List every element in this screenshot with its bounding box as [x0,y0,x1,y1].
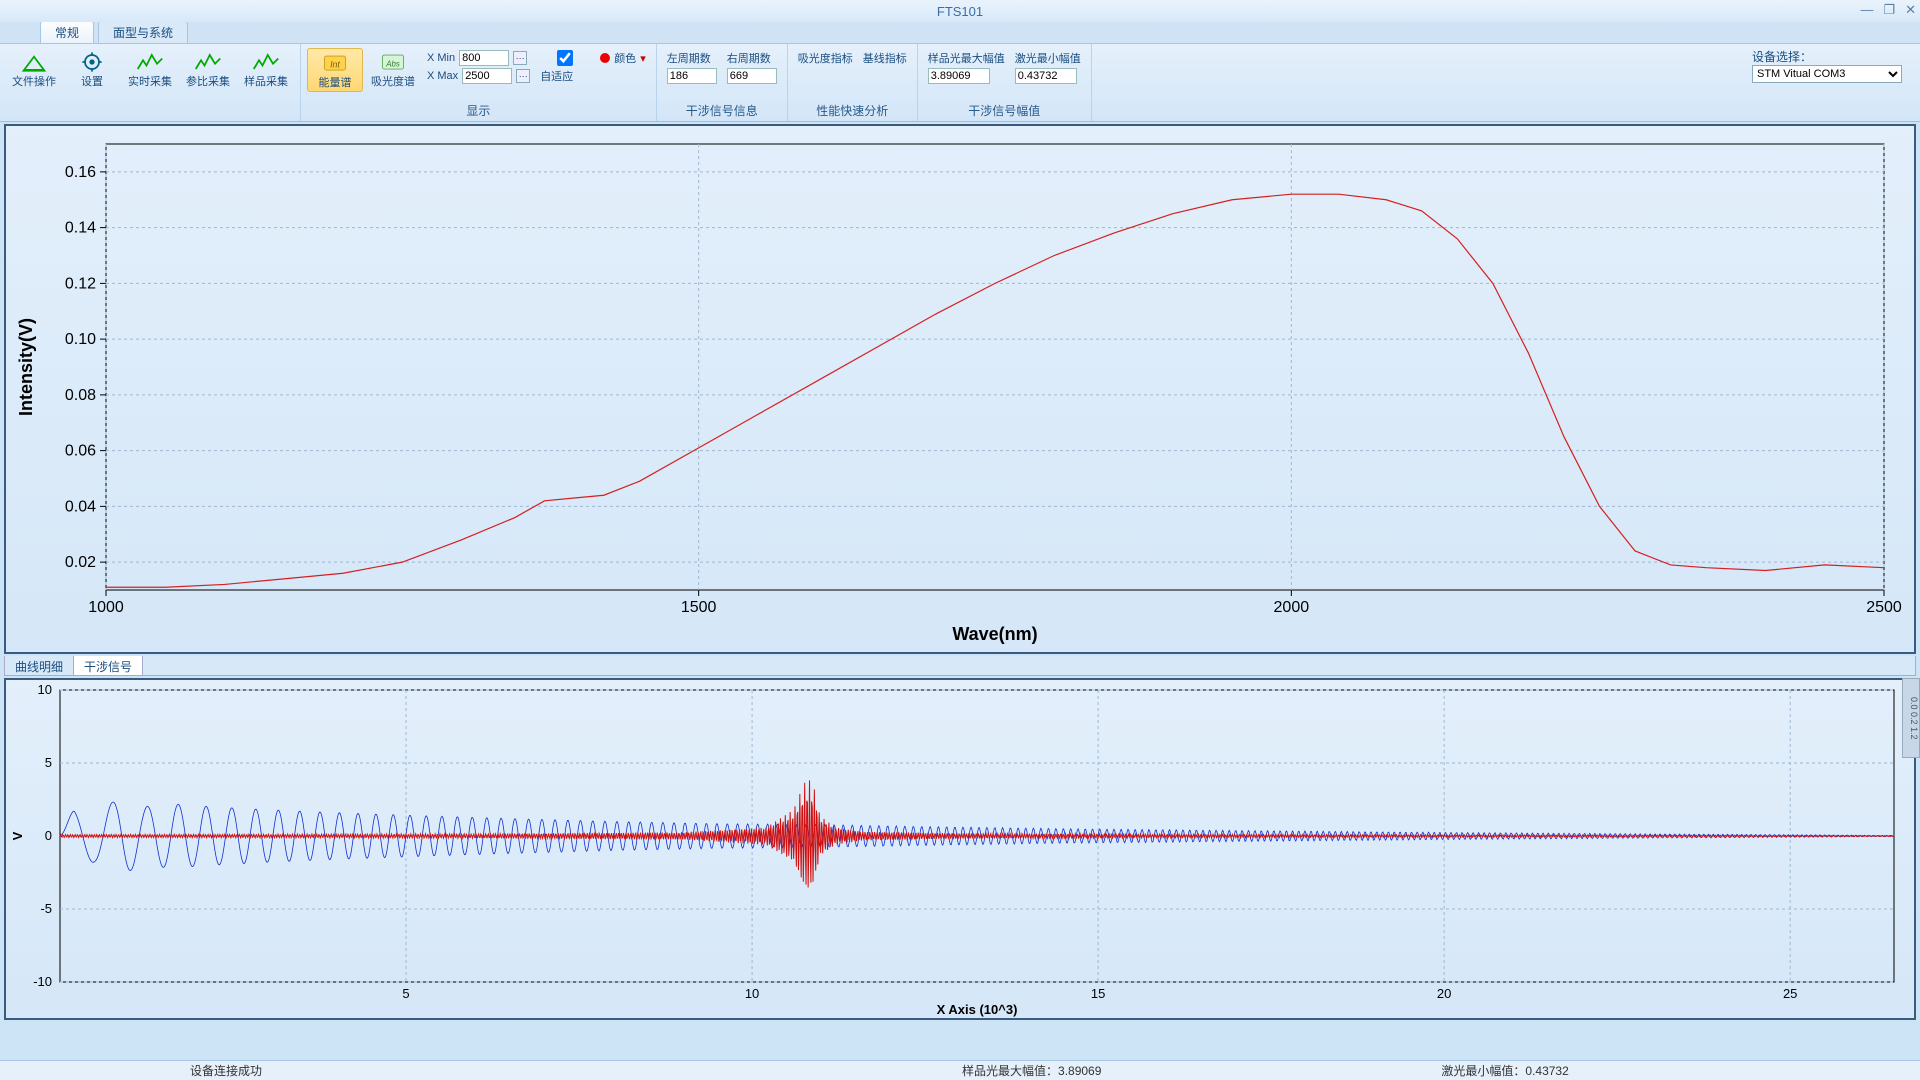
xmax-dropdown-icon[interactable]: ⋯ [516,69,530,83]
tab-normal[interactable]: 常规 [40,20,94,43]
left-period-input[interactable] [667,68,717,84]
svg-text:0.16: 0.16 [65,164,96,181]
svg-text:Wave(nm): Wave(nm) [952,624,1037,644]
adaptive-checkbox[interactable] [540,50,590,66]
settings-label: 设置 [81,76,103,88]
device-select-group: 设备选择： STM Vitual COM3 [1734,44,1920,121]
status-laser-amp: 激光最小幅值：0.43732 [1441,1062,1568,1079]
amplitude-group-label: 干涉信号幅值 [924,102,1085,121]
color-dropdown-icon[interactable]: ▾ [640,52,646,65]
svg-text:Abs: Abs [385,59,400,68]
adaptive-label: 自适应 [540,68,573,84]
svg-text:10: 10 [745,986,759,1001]
bottom-subtabs: 曲线明细 干涉信号 [4,656,1916,676]
device-select-label: 设备选择： [1752,48,1902,65]
sample-capture-button[interactable]: 样品采集 [238,48,294,90]
performance-group-label: 性能快速分析 [794,102,911,121]
color-picker-button[interactable]: 颜色 [614,50,636,66]
status-connection: 设备连接成功 [190,1062,262,1079]
sample-label: 样品采集 [244,76,288,88]
reference-label: 参比采集 [186,76,230,88]
svg-text:1500: 1500 [681,599,717,616]
status-bar: 设备连接成功 样品光最大幅值：3.89069 激光最小幅值：0.43732 [0,1060,1920,1080]
absorbance-index-button[interactable]: 吸光度指标 [798,50,853,66]
svg-text:Intensity(V): Intensity(V) [16,318,36,416]
svg-text:-10: -10 [33,974,52,989]
absorbance-spectrum-button[interactable]: Abs 吸光度谱 [365,48,421,90]
sample-amp-input[interactable] [928,68,990,84]
intensity-chart[interactable]: 1000 1500 2000 2500 0.02 0.04 0.06 0.08 0.10 0.12… [4,124,1916,654]
ribbon-toolbar: 文件操作 设置 实时采集 参比采集 样品采集 Int [0,44,1920,122]
xmax-label: X Max [427,70,458,82]
svg-text:0.06: 0.06 [65,443,96,460]
xmax-input[interactable] [462,68,512,84]
reference-capture-button[interactable]: 参比采集 [180,48,236,90]
main-tabs: 常规 面型与系统 [0,22,1920,44]
side-ruler-icon[interactable]: 0.0 0.2 1.2 [1902,678,1920,758]
xmin-dropdown-icon[interactable]: ⋯ [513,51,527,65]
svg-text:0.08: 0.08 [65,387,96,404]
minimize-button[interactable]: — [1860,2,1873,18]
svg-text:X Axis (10^3): X Axis (10^3) [937,1002,1018,1017]
subtab-interference[interactable]: 干涉信号 [74,656,143,675]
svg-text:0: 0 [45,828,52,843]
svg-text:2500: 2500 [1866,599,1902,616]
xmin-label: X Min [427,52,455,64]
interference-chart[interactable]: 5 10 15 20 25 -10 -5 0 5 10 X Axis (10^3) V [4,678,1916,1020]
status-sample-amp: 样品光最大幅值：3.89069 [962,1062,1101,1079]
settings-button[interactable]: 设置 [64,48,120,90]
svg-text:15: 15 [1091,986,1105,1001]
group-blank [6,105,294,121]
svg-text:10: 10 [38,682,52,697]
color-swatch-icon [600,53,610,63]
svg-text:V: V [10,831,25,840]
energy-label: 能量谱 [319,77,352,89]
realtime-label: 实时采集 [128,76,172,88]
absorbance-label: 吸光度谱 [371,76,415,88]
right-period-input[interactable] [727,68,777,84]
svg-text:20: 20 [1437,986,1451,1001]
svg-text:25: 25 [1783,986,1797,1001]
energy-spectrum-button[interactable]: Int 能量谱 [307,48,363,92]
svg-text:5: 5 [45,755,52,770]
svg-text:-5: -5 [40,901,52,916]
display-group-label: 显示 [307,102,650,121]
xmin-input[interactable] [459,50,509,66]
right-period-label: 右周期数 [727,50,771,66]
app-title: FTS101 [937,4,983,19]
laser-amp-label: 激光最小幅值 [1015,50,1081,66]
subtab-curve-detail[interactable]: 曲线明细 [5,656,74,675]
tab-surface-system[interactable]: 面型与系统 [98,20,188,43]
svg-text:0.14: 0.14 [65,220,96,237]
sample-amp-label: 样品光最大幅值 [928,50,1005,66]
svg-text:0.02: 0.02 [65,554,96,571]
svg-text:Int: Int [330,59,340,69]
laser-amp-input[interactable] [1015,68,1077,84]
svg-text:5: 5 [402,986,409,1001]
interference-info-group-label: 干涉信号信息 [663,102,781,121]
svg-text:0.04: 0.04 [65,498,96,515]
close-button[interactable]: ✕ [1905,2,1916,18]
left-period-label: 左周期数 [667,50,711,66]
file-ops-label: 文件操作 [12,76,56,88]
svg-text:0.12: 0.12 [65,275,96,292]
file-ops-button[interactable]: 文件操作 [6,48,62,90]
svg-text:0.10: 0.10 [65,331,96,348]
realtime-capture-button[interactable]: 实时采集 [122,48,178,90]
baseline-index-button[interactable]: 基线指标 [863,50,907,66]
maximize-button[interactable]: ❐ [1883,2,1895,18]
device-select[interactable]: STM Vitual COM3 [1752,65,1902,83]
svg-text:2000: 2000 [1274,599,1310,616]
svg-text:1000: 1000 [88,599,124,616]
title-bar: FTS101 — ❐ ✕ [0,0,1920,22]
